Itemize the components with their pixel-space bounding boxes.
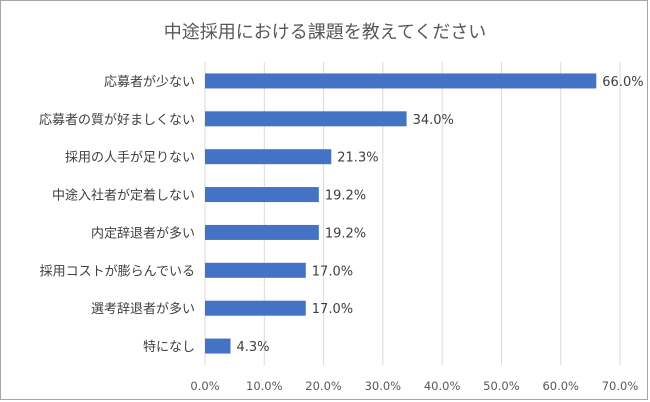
- value-labels: 66.0% 34.0% 21.3% 19.2% 19.2% 17.0% 17.0% 4.3%: [236, 75, 643, 355]
- data-label: 17.0%: [312, 302, 353, 317]
- x-tick-label: 60.0%: [542, 379, 579, 393]
- category-label: 選考辞退者が多い: [91, 301, 195, 317]
- category-label: 応募者の質が好ましくない: [39, 113, 195, 128]
- category-label: 内定辞退者が多い: [91, 225, 195, 241]
- x-tick-label: 20.0%: [305, 379, 342, 393]
- x-tick-label: 40.0%: [424, 379, 461, 393]
- bar: [205, 338, 231, 354]
- data-label: 19.2%: [325, 226, 366, 241]
- x-tick-label: 10.0%: [246, 379, 283, 393]
- bar: [205, 262, 306, 278]
- category-label: 応募者が少ない: [104, 75, 195, 90]
- x-tick-label: 50.0%: [483, 379, 520, 393]
- data-label: 17.0%: [312, 264, 353, 279]
- x-tick-label: 30.0%: [365, 379, 402, 393]
- bar: [205, 149, 332, 165]
- x-tick-label: 70.0%: [602, 379, 639, 393]
- bar: [205, 224, 319, 240]
- category-label: 中途入社者が定着しない: [52, 188, 195, 204]
- bar: [205, 73, 597, 89]
- data-label: 66.0%: [602, 75, 643, 90]
- bars: [205, 73, 597, 354]
- category-label: 採用の人手が足りない: [65, 151, 195, 166]
- category-label: 特になし: [143, 340, 195, 355]
- data-label: 4.3%: [236, 340, 269, 355]
- bar: [205, 187, 319, 203]
- gridlines: [204, 62, 621, 365]
- bar: [205, 111, 407, 127]
- category-label: 採用コストが膨らんでいる: [40, 264, 195, 279]
- data-label: 21.3%: [337, 151, 378, 166]
- x-axis-ticks: 0.0% 10.0% 20.0% 30.0% 40.0% 50.0% 60.0% 70.0%: [190, 379, 638, 393]
- bar: [205, 300, 306, 316]
- chart-title: 中途採用における課題を教えてください: [164, 22, 487, 43]
- category-labels: 応募者が少ない応募者の質が好ましくない採用の人手が足りない中途入社者が定着しない…: [39, 75, 195, 355]
- data-label: 34.0%: [413, 113, 454, 128]
- x-tick-label: 0.0%: [190, 379, 219, 393]
- data-label: 19.2%: [325, 189, 366, 204]
